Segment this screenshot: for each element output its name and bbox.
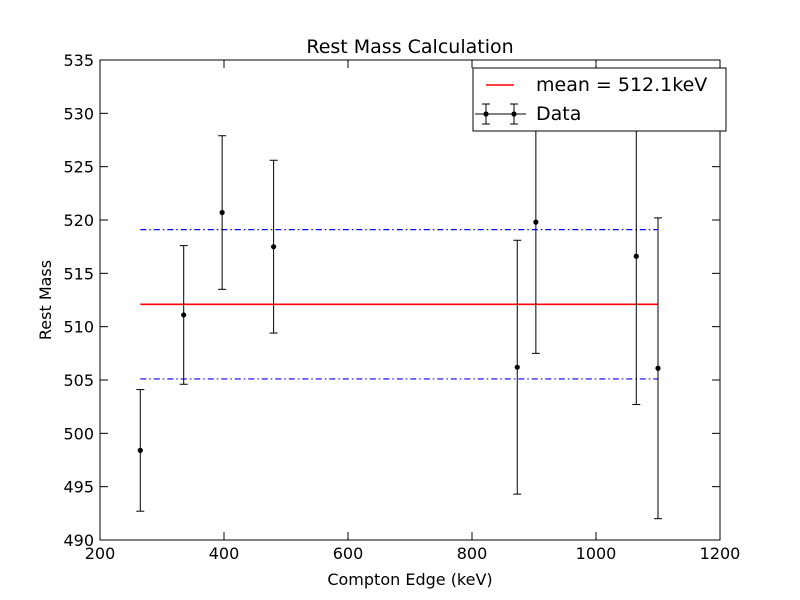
x-tick-label: 400 [209, 544, 240, 563]
x-tick-label: 800 [457, 544, 488, 563]
data-point [513, 239, 522, 495]
data-marker [633, 253, 639, 259]
y-tick-label: 535 [63, 51, 94, 70]
data-marker [533, 219, 539, 225]
legend-mean-label: mean = 512.1keV [536, 74, 707, 96]
legend-data-marker [475, 103, 526, 125]
plot-area [136, 90, 662, 520]
data-point [654, 217, 662, 520]
legend-box [472, 67, 727, 132]
y-tick-label: 490 [63, 531, 94, 550]
data-marker [219, 209, 225, 216]
data-marker [514, 364, 520, 370]
y-tick-label: 495 [63, 478, 94, 497]
data-marker [137, 447, 143, 453]
x-tick-label: 600 [333, 544, 364, 563]
x-axis-label: Compton Edge (keV) [327, 570, 492, 589]
data-marker [655, 365, 661, 371]
chart-title: Rest Mass Calculation [306, 36, 513, 58]
y-tick-label: 505 [63, 371, 94, 390]
data-marker [271, 244, 277, 250]
y-tick-label: 520 [63, 211, 94, 230]
legend: mean = 512.1keV Data [472, 67, 727, 132]
x-tick-label: 1000 [576, 544, 617, 563]
y-tick-label: 500 [63, 424, 94, 443]
y-tick-label: 525 [63, 158, 94, 177]
data-marker [181, 312, 187, 318]
x-tick-label: 200 [85, 544, 116, 563]
y-tick-label: 510 [63, 318, 94, 337]
plot-frame [99, 59, 721, 541]
data-point [269, 159, 278, 334]
y-tick-label: 515 [63, 264, 94, 283]
axis-ticks: 200 400 600 800 1000 1200 490 495 500 505 510 515 52… [63, 51, 740, 563]
data-point [179, 245, 188, 385]
data-point [632, 107, 641, 406]
y-tick-label: 530 [63, 104, 94, 123]
x-tick-label: 1200 [700, 544, 741, 563]
y-axis-label: Rest Mass [36, 260, 55, 340]
data-point [218, 135, 227, 290]
legend-data-label: Data [536, 103, 581, 125]
data-point [136, 389, 145, 512]
